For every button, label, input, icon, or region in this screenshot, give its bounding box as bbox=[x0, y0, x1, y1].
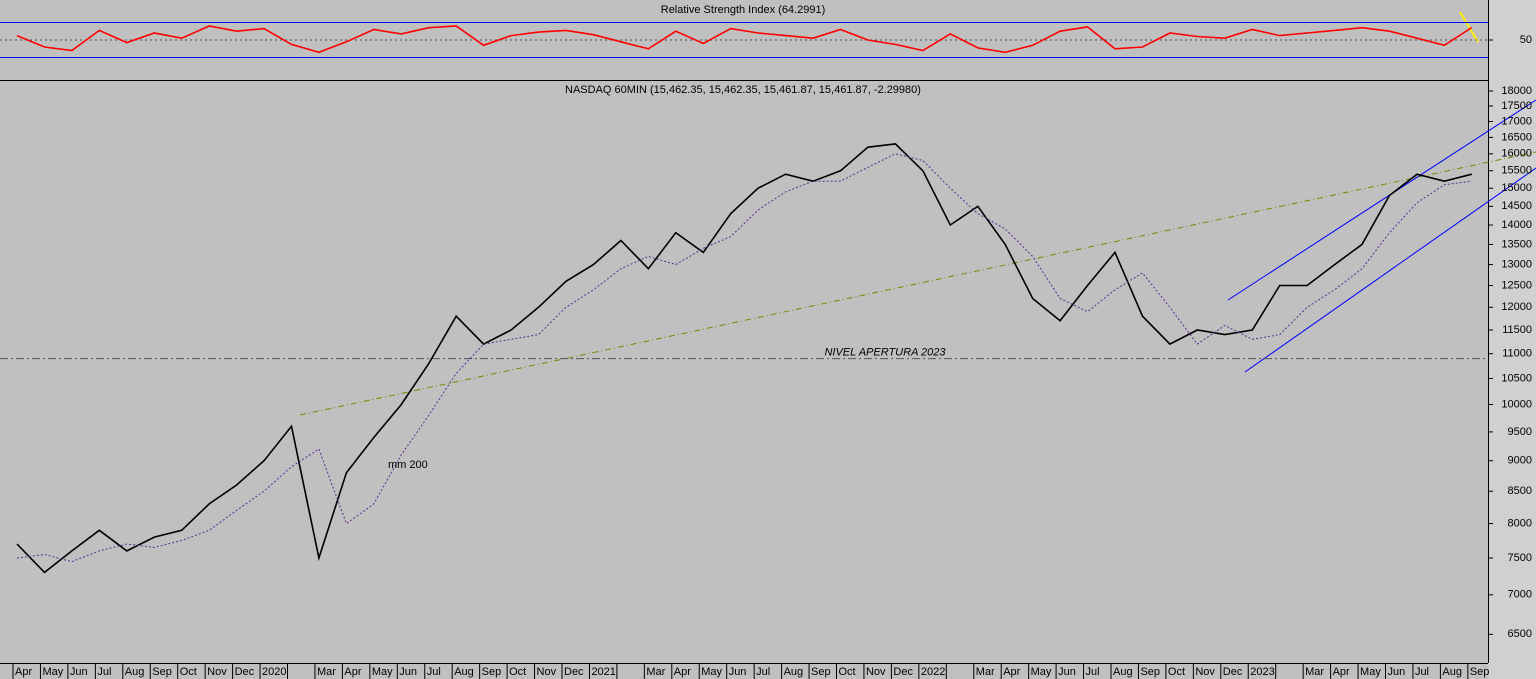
series-line bbox=[16, 153, 1472, 563]
reference-label: NIVEL APERTURA 2023 bbox=[824, 346, 946, 358]
y-tick-label: 50 bbox=[1520, 34, 1532, 46]
y-tick-label: 15500 bbox=[1501, 165, 1532, 177]
x-tick-label: Jul bbox=[97, 666, 111, 678]
y-tick-label: 18000 bbox=[1501, 85, 1532, 97]
rsi-trend bbox=[1459, 11, 1479, 43]
y-tick-label: 15000 bbox=[1501, 182, 1532, 194]
channel-line bbox=[1244, 167, 1536, 373]
x-tick-label: Oct bbox=[180, 666, 197, 678]
y-tick-label: 10000 bbox=[1501, 398, 1532, 410]
y-tick-label: 9000 bbox=[1508, 455, 1532, 467]
y-tick-label: 8000 bbox=[1508, 517, 1532, 529]
x-tick-label: Sep bbox=[152, 666, 172, 678]
x-tick-label: Sep bbox=[1140, 666, 1160, 678]
series-line bbox=[16, 143, 1472, 574]
y-tick-label: 9500 bbox=[1508, 426, 1532, 438]
channel-line bbox=[1227, 99, 1536, 301]
series-label: mm 200 bbox=[388, 459, 428, 471]
y-tick-label: 14500 bbox=[1501, 200, 1532, 212]
y-tick-label: 12500 bbox=[1501, 279, 1532, 291]
x-tick-label: Oct bbox=[509, 666, 526, 678]
rsi-title: Relative Strength Index (64.2991) bbox=[661, 4, 826, 16]
series-line bbox=[16, 25, 1473, 54]
x-tick-label: Mar bbox=[1305, 666, 1324, 678]
x-tick-label: May bbox=[42, 666, 63, 678]
x-tick-label: May bbox=[1031, 666, 1052, 678]
x-tick-label: 2022 bbox=[921, 666, 945, 678]
x-tick-label: Apr bbox=[1003, 666, 1020, 678]
y-tick-label: 11500 bbox=[1502, 324, 1532, 336]
x-tick-label: Jun bbox=[1058, 666, 1076, 678]
x-tick-label: Aug bbox=[454, 666, 474, 678]
y-tick-label: 13500 bbox=[1501, 238, 1532, 250]
x-tick-label: Aug bbox=[125, 666, 145, 678]
x-tick-label: Nov bbox=[207, 666, 227, 678]
y-tick-label: 17500 bbox=[1501, 100, 1532, 112]
x-tick-label: Aug bbox=[1442, 666, 1462, 678]
x-tick-label: Oct bbox=[1168, 666, 1185, 678]
x-tick-label: Oct bbox=[839, 666, 856, 678]
x-tick-label: 2020 bbox=[262, 666, 286, 678]
x-tick-label: 2021 bbox=[591, 666, 615, 678]
x-tick-label: 2023 bbox=[1250, 666, 1274, 678]
y-tick-label: 7000 bbox=[1508, 589, 1532, 601]
y-tick-label: 11000 bbox=[1502, 348, 1532, 360]
y-tick-label: 13000 bbox=[1501, 258, 1532, 270]
x-tick-label: May bbox=[1360, 666, 1381, 678]
y-tick-label: 6500 bbox=[1508, 628, 1532, 640]
y-tick-label: 14000 bbox=[1501, 219, 1532, 231]
x-tick-label: Jun bbox=[1388, 666, 1406, 678]
x-tick-label: May bbox=[701, 666, 722, 678]
x-tick-label: Dec bbox=[1223, 666, 1243, 678]
x-tick-label: Apr bbox=[15, 666, 32, 678]
y-tick-label: 16500 bbox=[1501, 131, 1532, 143]
x-tick-label: Dec bbox=[235, 666, 255, 678]
x-tick-label: Dec bbox=[893, 666, 913, 678]
y-tick-label: 17000 bbox=[1501, 115, 1532, 127]
y-tick-label: 8500 bbox=[1508, 485, 1532, 497]
x-tick-label: Jul bbox=[427, 666, 441, 678]
x-tick-label: Sep bbox=[482, 666, 502, 678]
chart-title: NASDAQ 60MIN (15,462.35, 15,462.35, 15,4… bbox=[565, 84, 921, 96]
x-tick-label: Jul bbox=[756, 666, 770, 678]
x-tick-label: Jun bbox=[399, 666, 417, 678]
y-tick-label: 7500 bbox=[1508, 552, 1532, 564]
x-tick-label: Jun bbox=[70, 666, 88, 678]
x-tick-label: Aug bbox=[1113, 666, 1133, 678]
y-tick-label: 10500 bbox=[1501, 372, 1532, 384]
x-tick-label: Jul bbox=[1415, 666, 1429, 678]
y-tick-label: 12000 bbox=[1501, 301, 1532, 313]
x-tick-label: Apr bbox=[674, 666, 691, 678]
x-tick-label: Mar bbox=[646, 666, 665, 678]
y-tick-label: 16000 bbox=[1501, 148, 1532, 160]
x-tick-label: Nov bbox=[1195, 666, 1215, 678]
x-tick-label: Nov bbox=[866, 666, 886, 678]
x-tick-label: Aug bbox=[784, 666, 804, 678]
x-tick-label: Sep bbox=[1470, 666, 1490, 678]
x-tick-label: Jul bbox=[1086, 666, 1100, 678]
x-tick-label: May bbox=[372, 666, 393, 678]
x-tick-label: Apr bbox=[1333, 666, 1350, 678]
axis-area bbox=[1488, 0, 1536, 679]
x-tick-label: Apr bbox=[344, 666, 361, 678]
x-tick-label: Mar bbox=[976, 666, 995, 678]
x-tick-label: Sep bbox=[811, 666, 831, 678]
x-tick-label: Mar bbox=[317, 666, 336, 678]
x-tick-label: Jun bbox=[729, 666, 747, 678]
trend-line bbox=[299, 151, 1536, 416]
x-tick-label: Nov bbox=[537, 666, 557, 678]
x-tick-label: Dec bbox=[564, 666, 584, 678]
